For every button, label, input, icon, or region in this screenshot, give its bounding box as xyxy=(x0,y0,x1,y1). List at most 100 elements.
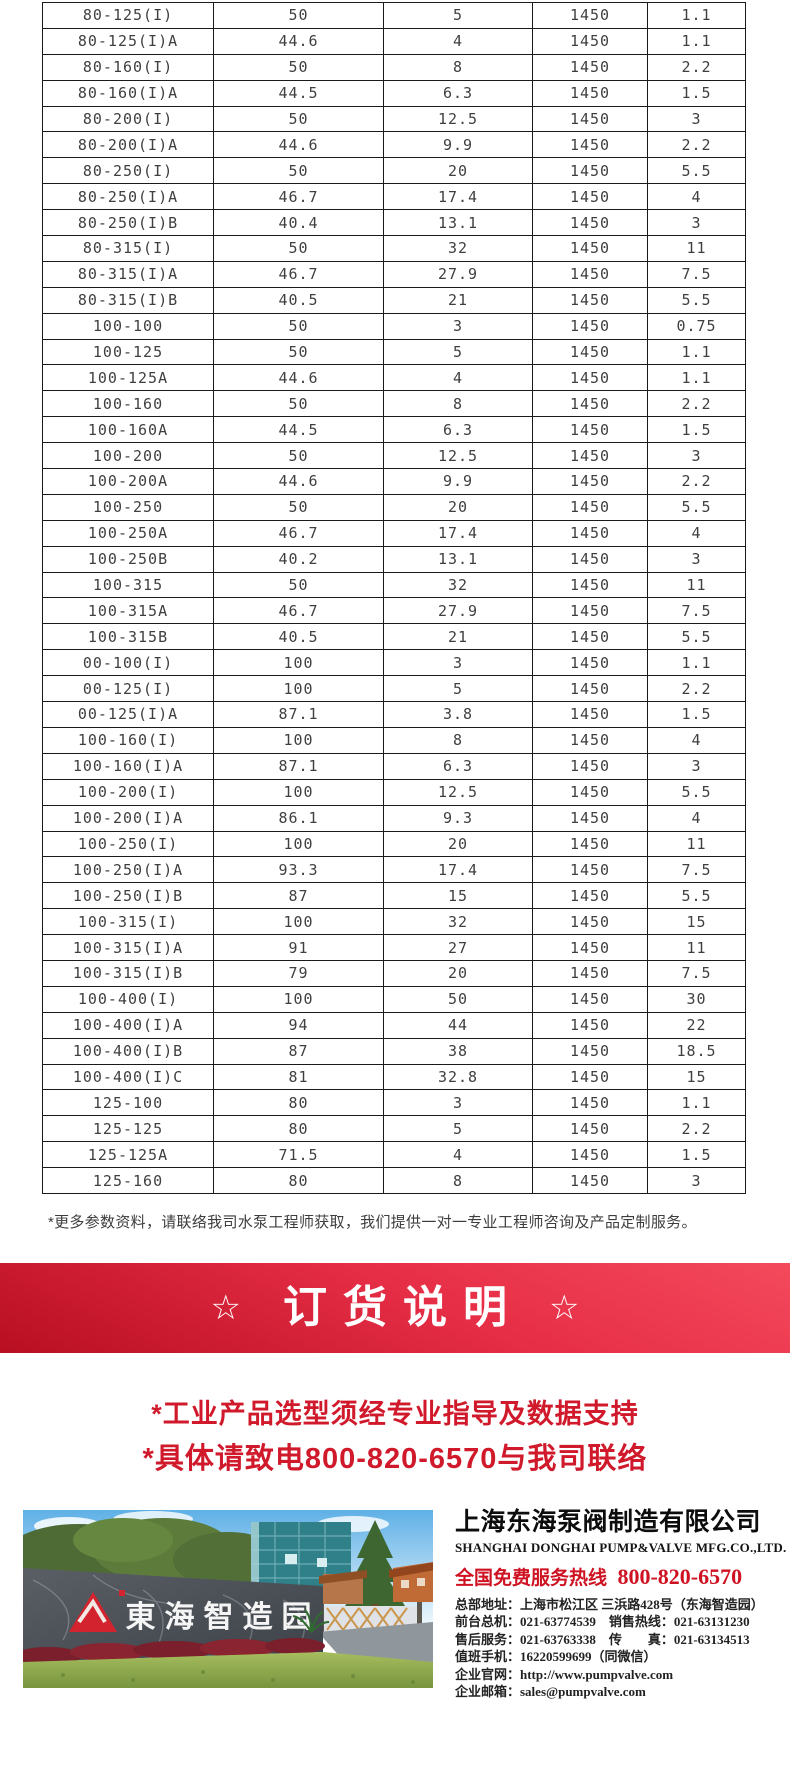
table-cell: 5 xyxy=(383,338,533,366)
table-cell: 4 xyxy=(647,519,746,547)
table-row: 00-125(I)A 87.1 3.8 1450 1.5 xyxy=(42,701,746,728)
table-cell: 100-160 xyxy=(42,390,214,418)
table-cell: 1.5 xyxy=(647,79,746,107)
table-cell: 44.6 xyxy=(213,468,384,495)
table-row: 80-160(I)A 44.5 6.3 1450 1.5 xyxy=(42,79,746,107)
table-row: 100-315A 46.7 27.9 1450 7.5 xyxy=(42,597,746,625)
table-row: 80-250(I) 50 20 1450 5.5 xyxy=(42,157,746,185)
table-cell: 100-200 xyxy=(42,442,214,470)
table-row: 80-200(I)A 44.6 9.9 1450 2.2 xyxy=(42,131,746,159)
table-cell: 15 xyxy=(647,1063,746,1091)
table-cell: 7.5 xyxy=(647,959,746,987)
table-cell: 12.5 xyxy=(383,778,533,806)
palm-plant xyxy=(292,1609,330,1633)
table-cell: 87.1 xyxy=(213,752,384,780)
table-cell: 2.2 xyxy=(647,1115,746,1143)
table-cell: 00-125(I) xyxy=(42,675,214,703)
flower-hedge xyxy=(23,1638,325,1665)
table-cell: 1450 xyxy=(532,27,648,55)
table-cell: 50 xyxy=(213,105,384,133)
table-cell: 100-200(I) xyxy=(42,778,214,806)
table-cell: 9.9 xyxy=(383,131,533,159)
table-cell: 100 xyxy=(213,985,384,1013)
table-cell: 1450 xyxy=(532,623,648,651)
table-cell: 1.5 xyxy=(647,1141,746,1169)
table-cell: 1450 xyxy=(532,882,648,910)
table-cell: 7.5 xyxy=(647,856,746,884)
table-cell: 1.5 xyxy=(647,416,746,444)
table-cell: 6.3 xyxy=(383,752,533,780)
table-cell: 5 xyxy=(383,1115,533,1143)
table-cell: 100-250(I)A xyxy=(42,856,214,884)
table-cell: 100-400(I) xyxy=(42,985,214,1013)
table-row: 100-125A 44.6 4 1450 1.1 xyxy=(42,364,746,392)
table-cell: 27.9 xyxy=(383,597,533,625)
table-cell: 81 xyxy=(213,1063,384,1091)
table-row: 125-125A 71.5 4 1450 1.5 xyxy=(42,1141,746,1169)
table-cell: 9.9 xyxy=(383,468,533,495)
table-cell: 100-250 xyxy=(42,493,214,521)
table-cell: 50 xyxy=(213,235,384,262)
table-row: 100-250(I) 100 20 1450 11 xyxy=(42,830,746,858)
table-cell: 3 xyxy=(647,209,746,237)
table-cell: 1450 xyxy=(532,390,648,418)
table-cell: 100-250A xyxy=(42,519,214,547)
table-cell: 80 xyxy=(213,1115,384,1143)
table-cell: 1450 xyxy=(532,1037,648,1065)
table-row: 100-250 50 20 1450 5.5 xyxy=(42,493,746,521)
table-cell: 94 xyxy=(213,1011,384,1039)
table-cell: 100-160(I) xyxy=(42,726,214,754)
table-cell: 32.8 xyxy=(383,1063,533,1091)
table-cell: 1450 xyxy=(532,131,648,159)
table-cell: 1450 xyxy=(532,1011,648,1039)
table-cell: 22 xyxy=(647,1011,746,1039)
table-cell: 12.5 xyxy=(383,105,533,133)
table-cell: 0.75 xyxy=(647,312,746,340)
table-cell: 1450 xyxy=(532,752,648,780)
table-row: 80-160(I) 50 8 1450 2.2 xyxy=(42,53,746,81)
table-cell: 5.5 xyxy=(647,493,746,521)
table-cell: 50 xyxy=(213,157,384,185)
table-row: 100-400(I)B 87 38 1450 18.5 xyxy=(42,1037,746,1065)
table-cell: 1450 xyxy=(532,157,648,185)
table-cell: 1450 xyxy=(532,493,648,521)
table-cell: 80 xyxy=(213,1167,384,1194)
table-cell: 5.5 xyxy=(647,882,746,910)
table-cell: 44.6 xyxy=(213,131,384,159)
table-cell: 1450 xyxy=(532,338,648,366)
table-cell: 46.7 xyxy=(213,519,384,547)
table-cell: 15 xyxy=(383,882,533,910)
table-cell: 100-160A xyxy=(42,416,214,444)
table-row: 100-315(I) 100 32 1450 15 xyxy=(42,908,746,936)
table-cell: 1450 xyxy=(532,856,648,884)
table-row: 80-125(I)A 44.6 4 1450 1.1 xyxy=(42,27,746,55)
table-cell: 125-125A xyxy=(42,1141,214,1169)
table-cell: 3 xyxy=(647,752,746,780)
table-cell: 27 xyxy=(383,934,533,961)
table-cell: 1450 xyxy=(532,105,648,133)
table-cell: 50 xyxy=(213,338,384,366)
table-cell: 50 xyxy=(213,2,384,29)
table-cell: 100-125 xyxy=(42,338,214,366)
table-cell: 100-400(I)A xyxy=(42,1011,214,1039)
table-cell: 80-125(I)A xyxy=(42,27,214,55)
table-cell: 100-400(I)C xyxy=(42,1063,214,1091)
table-cell: 1450 xyxy=(532,1167,648,1194)
table-row: 100-400(I)A 94 44 1450 22 xyxy=(42,1011,746,1039)
table-cell: 46.7 xyxy=(213,597,384,625)
contact-line-switchboard: 前台总机：021-63774539 销售热线：021-63131230 xyxy=(455,1614,750,1630)
table-cell: 1.1 xyxy=(647,2,746,29)
table-cell: 87 xyxy=(213,882,384,910)
pump-spec-table-body: 80-125(I) 50 5 1450 1.1 80-125(I)A 44.6 4 1450 1.… xyxy=(42,2,746,1194)
service-hotline: 全国免费服务热线 800-820-6570 xyxy=(455,1563,767,1590)
table-row: 00-100(I) 100 3 1450 1.1 xyxy=(42,649,746,677)
table-cell: 11 xyxy=(647,235,746,262)
table-cell: 9.3 xyxy=(383,804,533,832)
table-row: 100-250(I)B 87 15 1450 5.5 xyxy=(42,882,746,910)
table-row: 100-200 50 12.5 1450 3 xyxy=(42,442,746,470)
table-cell: 3 xyxy=(647,442,746,470)
table-cell: 3 xyxy=(647,545,746,573)
company-name-en: SHANGHAI DONGHAI PUMP&VALVE MFG.CO.,LTD. xyxy=(455,1540,787,1555)
table-cell: 8 xyxy=(383,53,533,81)
table-cell: 1450 xyxy=(532,597,648,625)
